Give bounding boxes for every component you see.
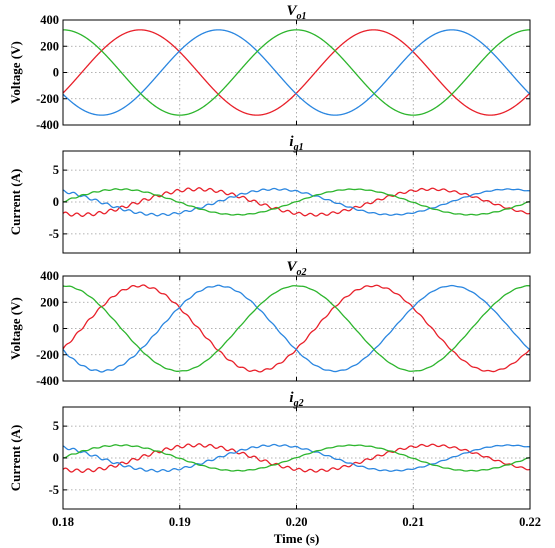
- y-axis-label: Voltage (V): [8, 41, 23, 104]
- panel-title: Vo1: [286, 3, 306, 22]
- x-tick-label: 0.20: [286, 515, 308, 529]
- y-axis-label: Current (A): [8, 169, 23, 236]
- panel-title-subscript: g1: [293, 142, 304, 153]
- panel-title-subscript: g2: [293, 398, 304, 409]
- y-tick-label: -200: [36, 348, 59, 362]
- panel-title-main: i: [289, 390, 294, 406]
- x-tick-label: 0.21: [402, 515, 424, 529]
- y-tick-label: 0: [53, 322, 59, 336]
- y-axis-label: Current (A): [8, 425, 23, 492]
- x-axis-label: Time (s): [274, 531, 320, 546]
- y-tick-label: 0: [53, 451, 59, 465]
- y-tick-label: 5: [53, 163, 59, 177]
- panel-1: 400 200 0 -200 -400 Vo1 Voltage (V): [8, 3, 531, 132]
- panel-2: 5 0 -5 ig1 Current (A): [8, 134, 531, 254]
- y-tick-label: -400: [36, 118, 59, 132]
- panel-title: ig1: [289, 134, 303, 153]
- panel-title: ig2: [289, 390, 303, 409]
- y-tick-label: 200: [40, 39, 59, 53]
- panel-title-main: V: [286, 3, 298, 19]
- series-line-phase_a: [63, 187, 530, 217]
- series-line-phase_a: [63, 443, 530, 473]
- panel-title-main: V: [286, 259, 298, 275]
- y-tick-label: -5: [49, 227, 59, 241]
- y-tick-label: 200: [40, 295, 59, 309]
- panel-title: Vo2: [286, 259, 306, 278]
- x-tick-label: 0.18: [52, 515, 74, 529]
- y-tick-label: -5: [49, 483, 59, 497]
- panel-4: 5 0 -5 ig2 Current (A): [8, 390, 531, 510]
- y-tick-label: 0: [53, 195, 59, 209]
- y-tick-label: 5: [53, 419, 59, 433]
- panel-title-main: i: [289, 134, 294, 150]
- series-line-phase_b: [63, 187, 530, 217]
- y-tick-label: 0: [53, 66, 59, 80]
- x-tick-label: 0.19: [169, 515, 191, 529]
- series-line-phase_b: [63, 443, 530, 473]
- panel-3: 400 200 0 -200 -400 Vo2 Voltage (V): [8, 259, 531, 388]
- panel-title-subscript: o1: [297, 11, 307, 22]
- series-line-phase_b: [63, 284, 530, 373]
- panel-title-subscript: o2: [297, 267, 307, 278]
- y-tick-label: 400: [40, 13, 59, 27]
- series-line-phase_c: [63, 285, 530, 372]
- y-tick-label: -400: [36, 374, 59, 388]
- y-axis-label: Voltage (V): [8, 297, 23, 360]
- series-line-phase_c: [63, 444, 530, 472]
- series-line-phase_c: [63, 188, 530, 216]
- y-tick-label: -200: [36, 92, 59, 106]
- y-tick-label: 400: [40, 269, 59, 283]
- x-tick-label: 0.22: [519, 515, 541, 529]
- series-line-phase_c: [63, 29, 530, 116]
